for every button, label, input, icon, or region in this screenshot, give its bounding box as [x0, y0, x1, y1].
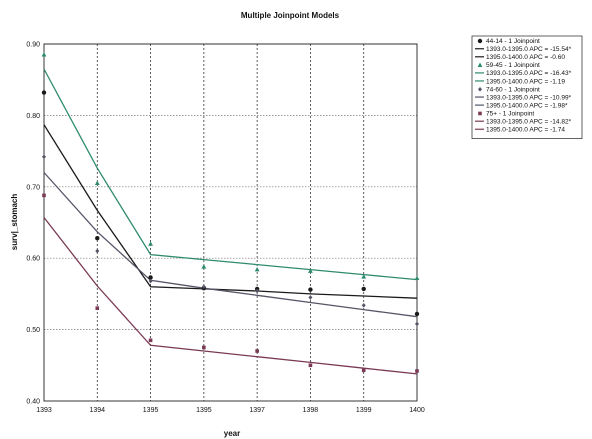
x-tick-label: 1395 [143, 407, 159, 414]
observed-point [95, 236, 100, 241]
observed-point [308, 268, 313, 273]
legend-segment-label: 1395.0-1400.0 APC = -1.74 [486, 127, 565, 134]
observed-point [94, 180, 100, 186]
observed-point [361, 286, 366, 292]
observed-point [41, 90, 47, 95]
axes: 0.40 0.50 0.60 0.70 0.80 0.90 1393 1394 1395 1395… [26, 42, 425, 415]
observed-point [255, 349, 259, 353]
legend-group-label: 59-45 - 1 Joinpoint [486, 62, 540, 69]
legend-marker [477, 62, 483, 67]
x-tick-label: 1398 [303, 407, 319, 414]
observed-point [361, 368, 366, 373]
observed-point [361, 274, 367, 279]
observed-point [415, 369, 419, 373]
fitted-line [43, 172, 418, 318]
observed-point [201, 264, 207, 269]
observed-point [308, 295, 313, 300]
observed-point [308, 287, 313, 292]
fitted-line [43, 124, 418, 299]
observed-point [148, 275, 153, 280]
legend-segment-label: 1395.0-1400.0 APC = -1.19 [486, 78, 565, 85]
series-lines [43, 68, 418, 375]
legend-group-label: 44-14 - 1 Joinpoint [486, 38, 540, 45]
y-tick-label: 0.50 [26, 327, 40, 334]
x-tick-label: 1397 [249, 407, 265, 414]
x-tick-label: 1399 [356, 407, 372, 414]
x-tick-label: 1394 [89, 407, 105, 414]
observed-point [148, 278, 153, 284]
y-tick-label: 0.80 [26, 113, 40, 120]
observed-point [201, 284, 206, 290]
legend-group-label: 74-60 - 1 Joinpoint [486, 86, 540, 93]
legend-segment-label: 1393.0-1395.0 APC = -15.54* [486, 46, 572, 53]
observed-point [414, 275, 420, 280]
observed-point [42, 154, 46, 160]
y-tick-label: 0.70 [26, 184, 40, 191]
observed-point [255, 288, 260, 294]
legend-marker [478, 87, 482, 92]
y-tick-label: 0.90 [26, 42, 40, 49]
legend-marker [477, 38, 483, 44]
observed-point [361, 303, 366, 308]
legend-group-label: 75+ - 1 Joinpoint [486, 110, 534, 117]
fitted-line [43, 217, 418, 375]
observed-point [95, 306, 100, 310]
legend-segment-label: 1393.0-1395.0 APC = -14.82* [486, 119, 572, 126]
x-axis-title: year [224, 429, 240, 438]
legend-segment-label: 1395.0-1400.0 APC = -1.98* [486, 102, 568, 109]
legend-segment-label: 1395.0-1400.0 APC = -0.60 [486, 54, 565, 61]
chart-title: Multiple Joinpoint Models [241, 11, 340, 20]
legend-marker [478, 111, 482, 116]
observed-point [42, 193, 46, 198]
observed-point [254, 267, 260, 272]
observed-point [95, 248, 100, 254]
legend-segment-label: 1393.0-1395.0 APC = -10.99* [486, 94, 572, 101]
y-axis-title: surv|_stomach [10, 194, 19, 251]
legend-segment-label: 1393.0-1395.0 APC = -16.43* [486, 70, 572, 77]
observed-point [202, 345, 206, 350]
data-points [41, 52, 420, 373]
y-tick-label: 0.60 [26, 256, 40, 263]
x-tick-label: 1395 [196, 407, 212, 414]
observed-point [148, 338, 153, 343]
observed-point [41, 52, 47, 57]
observed-point [148, 241, 153, 246]
fitted-line [43, 68, 418, 281]
x-tick-label: 1400 [409, 407, 425, 414]
observed-point [414, 311, 420, 317]
observed-point [308, 363, 313, 368]
observed-point [415, 321, 419, 327]
plot-frame [43, 43, 418, 402]
y-tick-label: 0.40 [26, 399, 40, 406]
x-tick-label: 1393 [36, 407, 52, 414]
legend-box [471, 35, 583, 139]
grid-lines [44, 43, 417, 401]
